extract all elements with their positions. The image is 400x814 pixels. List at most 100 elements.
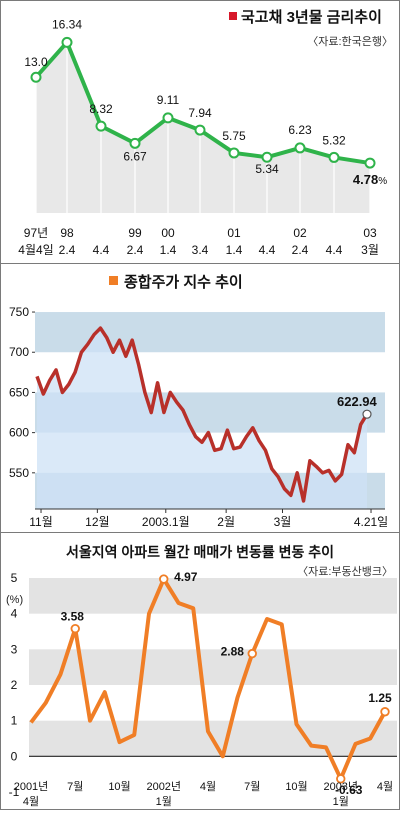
x-tick-label: 2002년 xyxy=(146,780,181,793)
x-tick-label: 4월4일 xyxy=(18,243,53,257)
y-tick-label: 750 xyxy=(9,305,29,319)
y-tick-label: 600 xyxy=(9,426,29,440)
data-label: 4.78% xyxy=(353,172,387,187)
bond-yield-chart: 국고채 3년물 금리추이 〈자료:한국은행〉 13.0 16.34 8.32 6.67… xyxy=(18,9,393,257)
apartment-price-chart: 서울지역 아파트 월간 매매가 변동률 변동 추이 〈자료:부동산뱅크〉 (%)… xyxy=(6,544,397,808)
data-point xyxy=(228,147,240,159)
x-tick-label: 02 xyxy=(293,226,307,240)
data-label: 9.11 xyxy=(157,93,180,107)
x-tick-label: 3.4 xyxy=(192,243,209,257)
x-tick-label: 2003년 xyxy=(323,780,358,793)
y-tick-label: 3 xyxy=(11,642,18,656)
y-tick-label: 0 xyxy=(11,749,18,763)
x-tick-label: 7월 xyxy=(244,780,260,793)
chart-source: 〈자료:한국은행〉 xyxy=(307,35,393,48)
chart-title: 국고채 3년물 금리추이 xyxy=(241,9,382,26)
end-point xyxy=(362,409,372,419)
stock-index-chart: 종합주가 지수 추이 550 600 650 700 750 11월 12월 2003.1월… xyxy=(9,274,388,529)
data-point xyxy=(380,707,390,717)
title-marker xyxy=(229,12,237,20)
x-tick-label: 10월 xyxy=(108,780,130,793)
bond-yield-panel: 국고채 3년물 금리추이 〈자료:한국은행〉 13.0 16.34 8.32 6.67… xyxy=(1,1,399,263)
data-point xyxy=(328,151,340,163)
x-tick-label: 97년 xyxy=(24,226,48,240)
x-tick-label: 4.21일 xyxy=(354,515,388,529)
data-label: 5.34 xyxy=(255,162,279,176)
x-tick-label: 2월 xyxy=(217,515,235,529)
x-tick-label: 11월 xyxy=(29,515,53,529)
x-tick-label: 4월 xyxy=(23,795,39,808)
data-label: 8.32 xyxy=(89,102,113,116)
x-tick-label: 4.4 xyxy=(93,243,110,257)
data-point xyxy=(336,774,346,784)
data-point xyxy=(159,574,169,584)
chart-title: 종합주가 지수 추이 xyxy=(124,274,243,291)
x-tick-label: 10월 xyxy=(285,780,307,793)
apartment-price-panel: 서울지역 아파트 월간 매매가 변동률 변동 추이 〈자료:부동산뱅크〉 (%)… xyxy=(1,533,399,809)
data-point xyxy=(364,157,376,169)
x-tick-label: 03 xyxy=(363,226,377,240)
data-label: 7.94 xyxy=(188,106,212,120)
chart-source: 〈자료:부동산뱅크〉 xyxy=(297,565,393,578)
x-tick-label: 4.4 xyxy=(326,243,343,257)
chart-title: 서울지역 아파트 월간 매매가 변동률 변동 추이 xyxy=(66,544,334,560)
x-tick-label: 99 xyxy=(128,226,142,240)
x-tick-label: 2003.1월 xyxy=(142,515,190,529)
x-tick-label: 1.4 xyxy=(226,243,243,257)
x-tick-label: 98 xyxy=(60,226,74,240)
x-tick-label: 1월 xyxy=(333,795,349,808)
data-label: 13.0 xyxy=(24,55,48,69)
data-label: 16.34 xyxy=(52,17,82,31)
y-tick-label: 2 xyxy=(11,678,18,692)
x-tick-label: 2.4 xyxy=(292,243,309,257)
data-point xyxy=(261,151,273,163)
grid-band xyxy=(29,578,397,614)
stock-index-panel: 종합주가 지수 추이 550 600 650 700 750 11월 12월 2003.1월… xyxy=(1,264,399,532)
x-tick-label: 00 xyxy=(161,226,175,240)
data-point xyxy=(162,112,174,124)
unit-label: % xyxy=(378,176,387,187)
data-label: 3.58 xyxy=(61,610,85,624)
y-tick-label: 4 xyxy=(11,607,18,621)
x-tick-label: 7월 xyxy=(67,780,83,793)
x-tick-label: 01 xyxy=(227,226,241,240)
series-line xyxy=(35,326,369,503)
series-line xyxy=(29,577,387,781)
data-label: 6.67 xyxy=(123,149,147,163)
x-tick-label: 2.4 xyxy=(127,243,144,257)
y-tick-label: 650 xyxy=(9,385,29,399)
data-point xyxy=(129,137,141,149)
x-tick-label: 12월 xyxy=(85,515,109,529)
y-tick-label: 700 xyxy=(9,345,29,359)
data-label: 5.32 xyxy=(322,133,346,147)
area-fill xyxy=(36,42,370,214)
data-label: 6.23 xyxy=(288,123,312,137)
data-point xyxy=(70,623,80,634)
y-tick-label: 1 xyxy=(11,714,18,728)
x-tick-label: 4.4 xyxy=(259,243,276,257)
y-tick-label: 5 xyxy=(11,571,18,585)
y-unit: (%) xyxy=(6,594,23,606)
end-value-label: 622.94 xyxy=(337,394,378,409)
data-point xyxy=(294,142,306,154)
x-tick-label: 1월 xyxy=(156,795,172,808)
y-tick-label: 550 xyxy=(9,466,29,480)
x-tick-label: 3월 xyxy=(361,243,379,257)
data-label: 4.97 xyxy=(174,570,198,584)
x-tick-label: 4월 xyxy=(377,780,393,793)
data-label: -0.63 xyxy=(335,783,363,797)
grid-band xyxy=(29,649,397,685)
x-tick-label: 2001년 xyxy=(14,780,49,793)
area-fill xyxy=(37,328,367,509)
x-tick-label: 4월 xyxy=(200,780,216,793)
x-tick-label: 3월 xyxy=(274,515,292,529)
y-tick-label: -1 xyxy=(9,785,20,799)
data-point xyxy=(95,120,107,132)
data-point xyxy=(194,124,206,136)
title-marker xyxy=(109,276,118,285)
data-label: 1.25 xyxy=(368,691,392,705)
data-point xyxy=(61,36,73,48)
x-tick-label: 1.4 xyxy=(160,243,177,257)
x-tick-label: 2.4 xyxy=(59,243,76,257)
